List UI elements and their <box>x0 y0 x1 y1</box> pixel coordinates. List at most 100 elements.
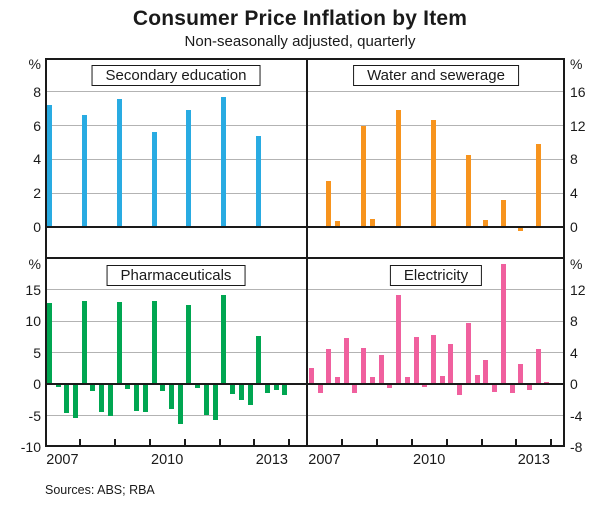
x-axis-label: 2013 <box>517 452 550 468</box>
panel-divider <box>306 58 308 447</box>
panel-title-water-and-sewerage: Water and sewerage <box>353 65 519 86</box>
bar <box>396 295 402 384</box>
gridline <box>307 289 565 290</box>
y-axis-label: 5 <box>33 344 41 361</box>
bar <box>46 105 52 227</box>
bar <box>221 294 227 384</box>
bar <box>264 384 270 394</box>
bar <box>273 384 279 391</box>
panel-title-secondary-education: Secondary education <box>91 65 261 86</box>
y-axis-label: 2 <box>33 185 41 202</box>
gridline <box>307 192 565 194</box>
y-axis-label: 6 <box>33 117 41 134</box>
bar <box>177 384 183 424</box>
y-axis-label: 0 <box>570 376 578 392</box>
gridline <box>45 125 307 127</box>
x-axis-label: 2007 <box>46 452 79 468</box>
bar <box>116 98 122 227</box>
y-axis-label: 4 <box>570 185 578 202</box>
y-axis-label: 0 <box>570 219 578 235</box>
y-axis-label: -4 <box>570 407 583 424</box>
bottom-panels-top-border <box>45 257 565 259</box>
bar <box>518 364 524 384</box>
bottom-panels-zero-axis <box>45 383 565 385</box>
bar <box>134 384 140 412</box>
bar <box>46 302 52 384</box>
y-axis-label: 10 <box>25 313 41 329</box>
bar <box>186 304 192 384</box>
y-axis-label: 16 <box>570 83 586 100</box>
bar <box>474 374 480 384</box>
bar <box>335 376 341 384</box>
gridline <box>45 91 307 93</box>
y-axis-label: -5 <box>28 407 41 424</box>
x-axis-tick <box>515 439 518 446</box>
gridline <box>307 415 565 416</box>
gridline <box>45 192 307 194</box>
x-axis-tick <box>113 439 116 446</box>
panel-secondary-education: Secondary education <box>45 58 307 227</box>
panel-pharmaceuticals: Pharmaceuticals <box>45 258 307 447</box>
bar <box>500 263 506 384</box>
gridline <box>307 320 565 322</box>
bar <box>282 384 288 396</box>
y-axis-label: -8 <box>570 439 583 455</box>
gridline <box>307 352 565 353</box>
bar <box>221 96 227 227</box>
x-axis-tick <box>340 439 343 446</box>
bar <box>55 384 61 388</box>
x-axis-tick <box>375 439 378 446</box>
y-axis-unit-label: % <box>570 256 583 272</box>
x-axis-label: 2010 <box>413 452 446 468</box>
bar <box>107 384 113 416</box>
x-axis-label: 2010 <box>151 452 184 468</box>
y-axis-label: 8 <box>570 151 578 168</box>
x-axis-tick <box>288 439 291 446</box>
bar <box>142 384 148 413</box>
bar <box>369 219 375 227</box>
bar <box>343 338 349 384</box>
gridline <box>45 352 307 353</box>
bar <box>378 354 384 384</box>
bar <box>352 384 358 394</box>
x-axis-tick <box>480 439 483 446</box>
bar <box>483 220 489 227</box>
bar <box>439 376 445 384</box>
y-axis-label: 8 <box>570 313 578 329</box>
bar <box>238 384 244 401</box>
y-axis-unit-label: % <box>570 56 583 72</box>
bar <box>212 384 218 420</box>
gridline <box>45 415 307 416</box>
gridline <box>307 158 565 160</box>
gridline <box>45 289 307 290</box>
bar <box>361 347 367 384</box>
bar <box>160 384 166 391</box>
panel-water-and-sewerage: Water and sewerage <box>307 58 565 227</box>
bar <box>169 384 174 410</box>
y-axis-label: 4 <box>570 344 578 361</box>
y-axis-unit-label: % <box>28 256 41 272</box>
top-panels-zero-axis <box>45 225 565 228</box>
x-axis-tick <box>445 439 448 446</box>
x-axis-label: 2007 <box>308 452 341 468</box>
bar <box>308 368 314 384</box>
y-axis-label: 8 <box>33 83 41 100</box>
bar <box>151 132 157 227</box>
gridline <box>45 158 307 160</box>
x-axis-label: 2013 <box>255 452 288 468</box>
bar <box>203 384 209 415</box>
y-axis-label: 0 <box>33 376 41 392</box>
panel-title-pharmaceuticals: Pharmaceuticals <box>106 265 246 286</box>
bar <box>396 110 402 227</box>
bar <box>317 384 323 394</box>
gridline <box>307 91 565 93</box>
bar <box>465 323 471 384</box>
bar <box>81 301 87 384</box>
bar <box>369 376 375 384</box>
panel-title-electricity: Electricity <box>389 265 483 286</box>
y-axis-label: 12 <box>570 281 586 298</box>
bar <box>535 349 541 384</box>
bar <box>64 384 70 413</box>
gridline <box>307 125 565 127</box>
